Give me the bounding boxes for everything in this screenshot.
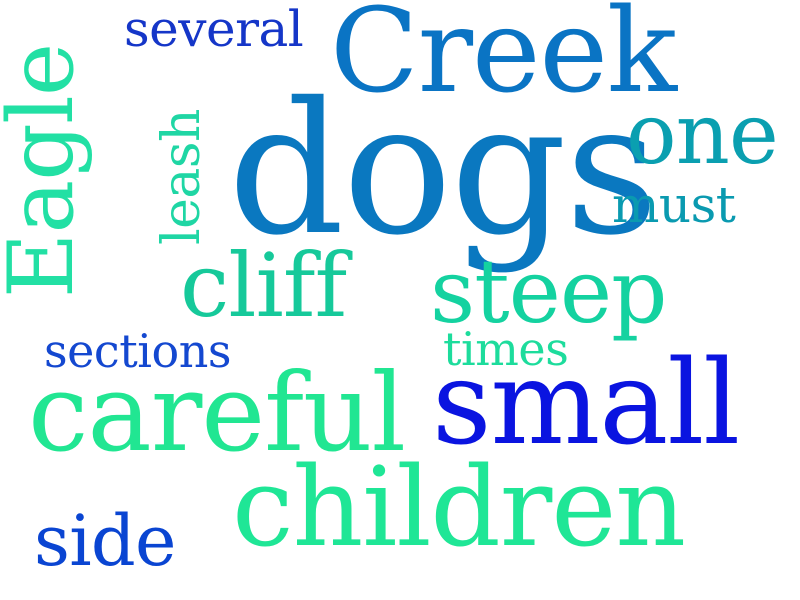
word-times: times bbox=[443, 322, 569, 376]
word-dogs: dogs bbox=[228, 63, 659, 275]
word-creek: Creek bbox=[330, 0, 677, 119]
word-several: several bbox=[124, 0, 304, 58]
word-one: one bbox=[626, 85, 779, 183]
word-steep: steep bbox=[430, 240, 668, 343]
word-children: children bbox=[232, 443, 686, 571]
word-eagle: Eagle bbox=[0, 43, 94, 299]
word-careful: careful bbox=[28, 351, 406, 476]
word-leash: leash bbox=[152, 109, 212, 245]
word-cliff: cliff bbox=[180, 234, 347, 337]
word-sections: sections bbox=[44, 324, 232, 378]
word-side: side bbox=[34, 500, 176, 582]
word-must: must bbox=[612, 176, 736, 234]
word-small: small bbox=[432, 336, 740, 471]
